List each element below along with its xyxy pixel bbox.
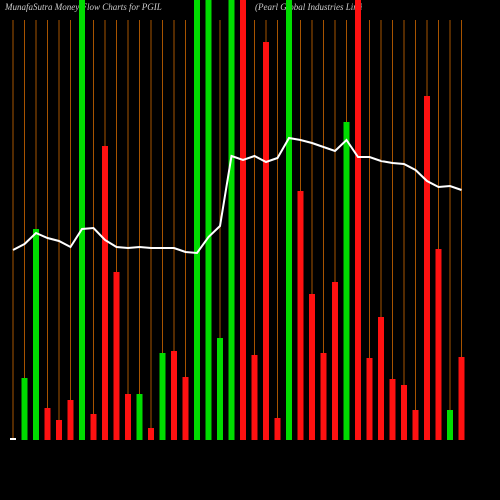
bar	[102, 146, 108, 440]
bar	[56, 420, 62, 440]
bar	[159, 353, 166, 440]
bar	[217, 338, 223, 440]
money-flow-line	[12, 136, 462, 255]
bar	[309, 294, 315, 440]
bar	[286, 0, 292, 440]
bar	[274, 418, 281, 440]
bar	[113, 272, 120, 440]
bar	[194, 0, 200, 440]
bar	[435, 249, 442, 440]
bar	[378, 317, 384, 440]
bar	[125, 394, 131, 440]
bar	[297, 191, 304, 440]
chart-subtitle: (Pearl Global Industries Limi	[255, 2, 363, 12]
bar	[136, 394, 143, 440]
bar	[90, 414, 97, 440]
bar	[458, 357, 465, 440]
bar	[79, 0, 85, 440]
bar	[332, 282, 338, 440]
bar	[182, 377, 189, 440]
bar	[33, 229, 39, 440]
bar	[320, 353, 327, 440]
bar	[424, 96, 430, 440]
bar	[21, 378, 28, 440]
bar	[412, 410, 419, 440]
bar	[343, 122, 350, 440]
bar	[447, 410, 453, 440]
bar	[389, 379, 396, 440]
bar	[240, 0, 246, 440]
bar	[205, 0, 212, 440]
bar	[148, 428, 154, 440]
bar	[263, 42, 269, 440]
bar	[44, 408, 51, 440]
bar	[251, 355, 258, 440]
bar	[366, 358, 373, 440]
bar	[401, 385, 407, 440]
bar	[10, 438, 16, 440]
bar	[67, 400, 74, 440]
bar	[171, 351, 177, 440]
bar	[355, 0, 361, 440]
bar	[228, 0, 235, 440]
